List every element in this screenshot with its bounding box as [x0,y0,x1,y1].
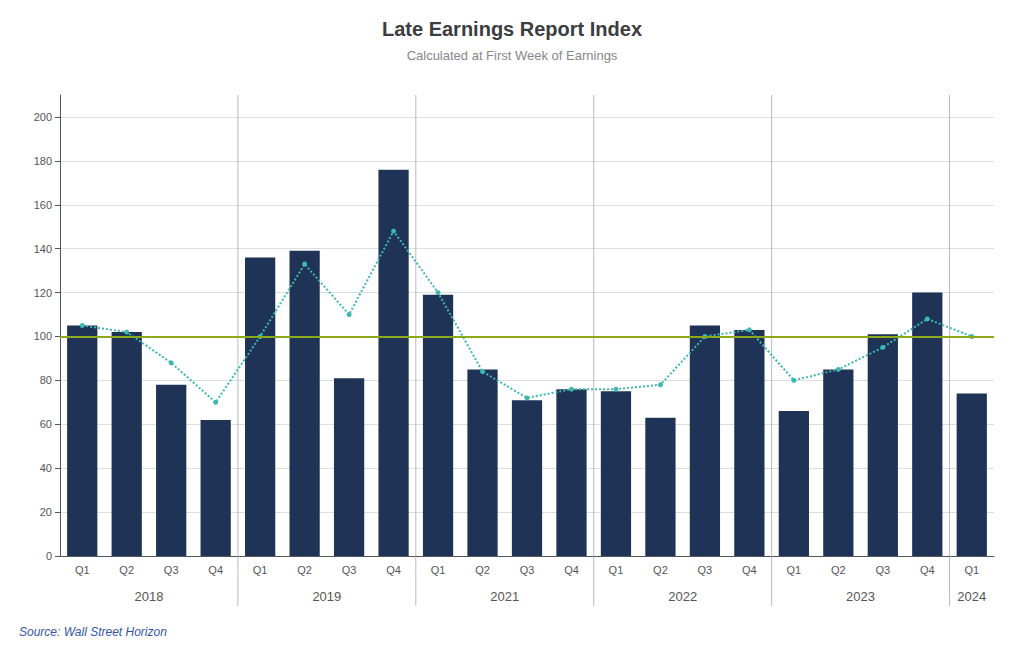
svg-text:Calculated at First Week of Ea: Calculated at First Week of Earnings [407,48,618,63]
svg-text:Q1: Q1 [787,564,802,576]
svg-text:Q4: Q4 [564,564,579,576]
svg-text:Q4: Q4 [386,564,401,576]
svg-text:2019: 2019 [312,589,341,604]
svg-text:2021: 2021 [490,589,519,604]
svg-text:Q2: Q2 [475,564,490,576]
svg-text:2023: 2023 [846,589,875,604]
svg-text:2018: 2018 [134,589,163,604]
svg-text:2022: 2022 [668,589,697,604]
svg-text:Source: Wall Street Horizon: Source: Wall Street Horizon [19,625,167,639]
svg-text:80: 80 [40,374,52,386]
svg-text:Late Earnings Report Index: Late Earnings Report Index [382,18,642,40]
svg-text:Q4: Q4 [742,564,757,576]
svg-text:Q1: Q1 [964,564,979,576]
svg-text:100: 100 [34,330,52,342]
svg-text:0: 0 [46,550,52,562]
svg-text:Q3: Q3 [875,564,890,576]
svg-text:Q3: Q3 [164,564,179,576]
svg-text:Q4: Q4 [208,564,223,576]
svg-text:160: 160 [34,199,52,211]
svg-text:Q4: Q4 [920,564,935,576]
svg-text:40: 40 [40,462,52,474]
svg-text:20: 20 [40,506,52,518]
svg-text:Q3: Q3 [520,564,535,576]
svg-text:Q2: Q2 [297,564,312,576]
svg-text:Q3: Q3 [342,564,357,576]
svg-text:120: 120 [34,287,52,299]
svg-text:Q1: Q1 [609,564,624,576]
svg-text:180: 180 [34,155,52,167]
svg-text:60: 60 [40,418,52,430]
svg-text:Q1: Q1 [253,564,268,576]
svg-text:2024: 2024 [957,589,986,604]
svg-text:Q1: Q1 [431,564,446,576]
svg-text:Q3: Q3 [698,564,713,576]
svg-text:Q2: Q2 [831,564,846,576]
svg-text:200: 200 [34,111,52,123]
svg-text:140: 140 [34,243,52,255]
svg-text:Q2: Q2 [653,564,668,576]
svg-text:Q2: Q2 [119,564,134,576]
svg-text:Q1: Q1 [75,564,90,576]
